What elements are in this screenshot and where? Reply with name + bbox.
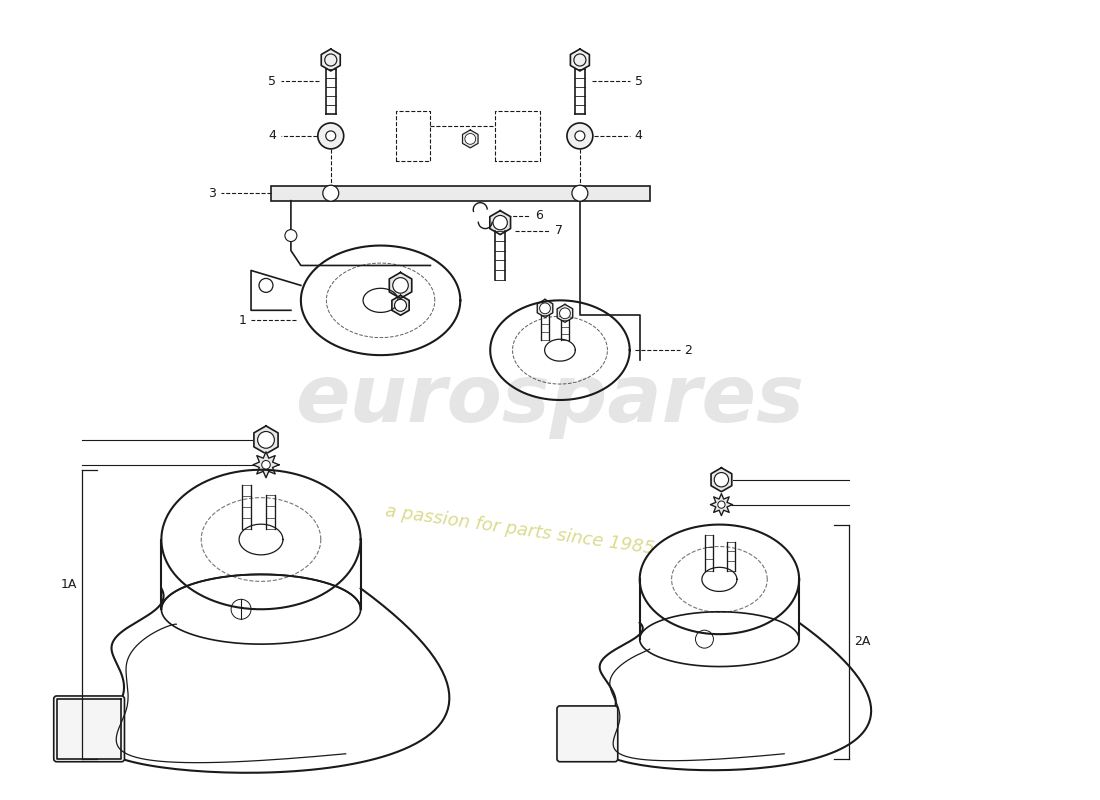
Circle shape: [575, 131, 585, 141]
Polygon shape: [490, 210, 510, 234]
Text: 5: 5: [635, 74, 642, 88]
Circle shape: [258, 278, 273, 292]
Circle shape: [465, 134, 475, 144]
Circle shape: [318, 123, 343, 149]
Circle shape: [572, 186, 587, 201]
Circle shape: [326, 131, 336, 141]
Circle shape: [322, 186, 339, 201]
Text: 6: 6: [535, 209, 543, 222]
Text: a passion for parts since 1985: a passion for parts since 1985: [384, 502, 656, 558]
Text: 7: 7: [556, 224, 563, 237]
Circle shape: [560, 308, 570, 318]
Circle shape: [262, 461, 271, 469]
Circle shape: [257, 431, 274, 448]
Polygon shape: [462, 130, 478, 148]
Bar: [271, 186, 650, 201]
Text: 4: 4: [268, 130, 276, 142]
Polygon shape: [253, 452, 279, 478]
Polygon shape: [571, 49, 590, 71]
Polygon shape: [558, 304, 573, 322]
Polygon shape: [537, 299, 553, 318]
Text: 2: 2: [684, 344, 692, 357]
Polygon shape: [254, 426, 278, 454]
Circle shape: [395, 299, 407, 311]
Circle shape: [493, 215, 507, 230]
Circle shape: [285, 230, 297, 242]
Text: 1: 1: [239, 314, 246, 326]
Polygon shape: [321, 49, 340, 71]
Polygon shape: [711, 468, 732, 492]
Polygon shape: [389, 273, 411, 298]
Circle shape: [540, 303, 550, 314]
Circle shape: [566, 123, 593, 149]
FancyBboxPatch shape: [54, 696, 124, 762]
Text: eurospares: eurospares: [296, 361, 804, 439]
Text: 3: 3: [208, 186, 217, 200]
Text: 4: 4: [635, 130, 642, 142]
Text: 5: 5: [268, 74, 276, 88]
Text: 2A: 2A: [854, 635, 870, 648]
Circle shape: [714, 473, 728, 487]
Polygon shape: [392, 295, 409, 315]
Text: 1A: 1A: [60, 578, 77, 591]
Circle shape: [718, 501, 725, 508]
Polygon shape: [711, 494, 733, 515]
FancyBboxPatch shape: [557, 706, 618, 762]
Circle shape: [393, 278, 408, 293]
